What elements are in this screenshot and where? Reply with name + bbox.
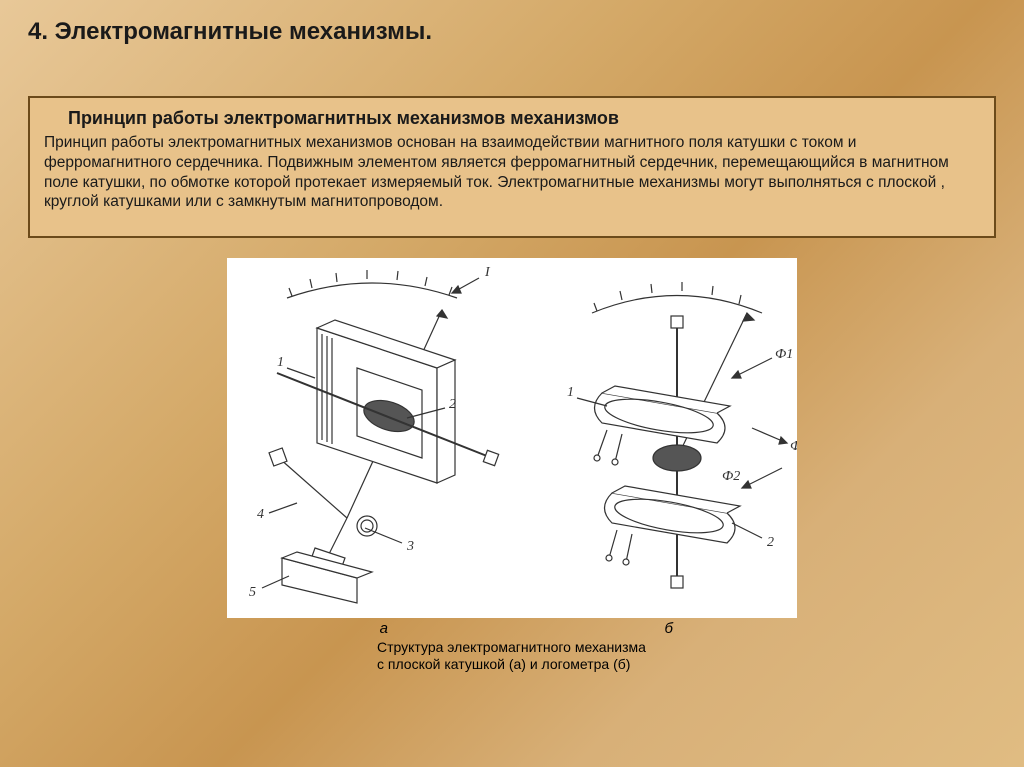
diagram-sublabels: а б xyxy=(227,620,797,637)
caption-line1: Структура электромагнитного механизма xyxy=(377,639,797,656)
diagram-area: I 1 2 3 4 5 xyxy=(227,258,797,618)
diagram-caption: Структура электромагнитного механизма с … xyxy=(227,639,797,673)
info-box: Принцип работы электромагнитных механизм… xyxy=(28,96,996,238)
label-I: I xyxy=(484,265,491,280)
callout-5a: 5 xyxy=(249,585,256,600)
callout-2a: 2 xyxy=(449,397,456,412)
callout-4a: 4 xyxy=(257,507,264,522)
flux-phi2: Ф2 xyxy=(722,469,740,484)
flux-phi: Ф xyxy=(790,439,797,454)
info-box-body: Принцип работы электромагнитных механизм… xyxy=(44,133,980,212)
sublabel-b: б xyxy=(541,620,798,637)
slide-container: 4. Электромагнитные механизмы. Принцип р… xyxy=(0,0,1024,767)
flux-phi1: Ф1 xyxy=(775,347,793,362)
callout-1a: 1 xyxy=(277,355,284,370)
sublabel-a: а xyxy=(227,620,541,637)
mechanism-diagram: I 1 2 3 4 5 xyxy=(227,258,797,618)
slide-title: 4. Электромагнитные механизмы. xyxy=(28,18,996,46)
callout-3a: 3 xyxy=(406,539,414,554)
caption-line2: с плоской катушкой (а) и логометра (б) xyxy=(377,656,797,673)
callout-1b: 1 xyxy=(567,385,574,400)
info-box-title: Принцип работы электромагнитных механизм… xyxy=(68,108,980,129)
callout-2b: 2 xyxy=(767,535,774,550)
